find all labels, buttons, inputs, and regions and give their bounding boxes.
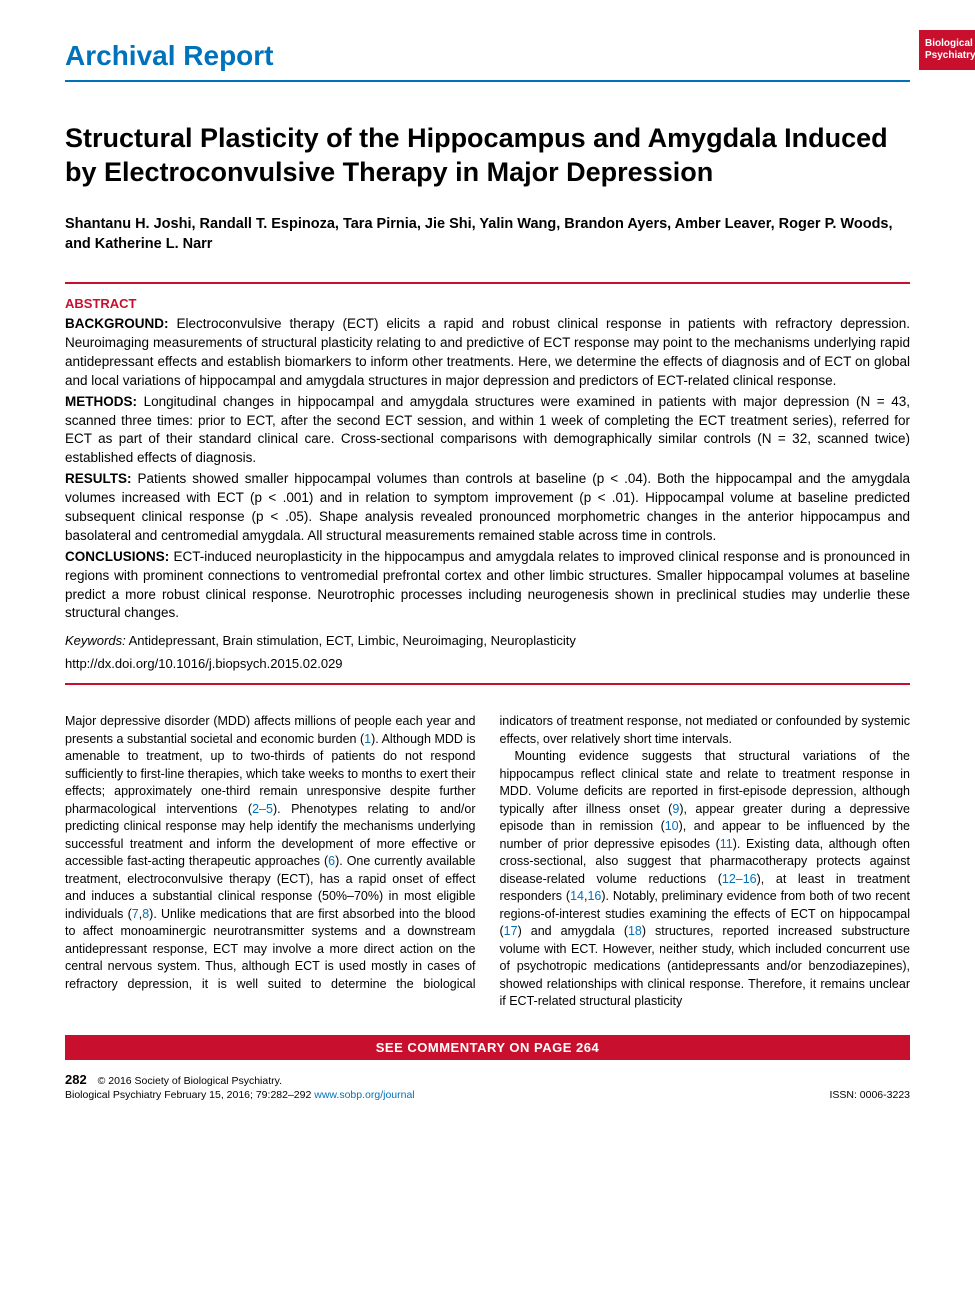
abstract-methods-label: METHODS:: [65, 394, 137, 409]
commentary-bar: SEE COMMENTARY ON PAGE 264: [65, 1035, 910, 1060]
citation-14[interactable]: 14: [570, 889, 584, 903]
citation-10[interactable]: 10: [665, 819, 679, 833]
abstract-conclusions-label: CONCLUSIONS:: [65, 549, 169, 564]
citation-12-16[interactable]: 12–16: [722, 872, 757, 886]
abstract-conclusions: CONCLUSIONS: ECT-induced neuroplasticity…: [65, 548, 910, 624]
abstract-background-text: Electroconvulsive therapy (ECT) elicits …: [65, 316, 910, 388]
doi-link[interactable]: http://dx.doi.org/10.1016/j.biopsych.201…: [65, 656, 910, 671]
abstract-methods-text: Longitudinal changes in hippocampal and …: [65, 394, 910, 466]
page-number: 282: [65, 1072, 87, 1087]
keywords: Keywords: Antidepressant, Brain stimulat…: [65, 633, 910, 648]
abstract-methods: METHODS: Longitudinal changes in hippoca…: [65, 393, 910, 469]
citation-line: Biological Psychiatry February 15, 2016;…: [65, 1089, 314, 1101]
article-title: Structural Plasticity of the Hippocampus…: [65, 122, 910, 190]
citation-16[interactable]: 16: [587, 889, 601, 903]
abstract-background-label: BACKGROUND:: [65, 316, 169, 331]
abstract-heading: ABSTRACT: [65, 296, 910, 311]
journal-tab-line2: Psychiatry: [925, 50, 975, 61]
body-paragraph-2: Mounting evidence suggests that structur…: [500, 748, 911, 1011]
page-footer: 282 © 2016 Society of Biological Psychia…: [65, 1072, 910, 1103]
abstract-box: ABSTRACT BACKGROUND: Electroconvulsive t…: [65, 282, 910, 685]
journal-tab: Biological Psychiatry: [919, 30, 975, 70]
citation-2-5[interactable]: 2–5: [252, 802, 273, 816]
abstract-conclusions-text: ECT-induced neuroplasticity in the hippo…: [65, 549, 910, 621]
body-text: Major depressive disorder (MDD) affects …: [65, 713, 910, 1011]
citation-18[interactable]: 18: [628, 924, 642, 938]
abstract-results: RESULTS: Patients showed smaller hippoca…: [65, 470, 910, 546]
citation-11[interactable]: 11: [720, 837, 733, 851]
citation-17[interactable]: 17: [504, 924, 518, 938]
abstract-background: BACKGROUND: Electroconvulsive therapy (E…: [65, 315, 910, 391]
authors-list: Shantanu H. Joshi, Randall T. Espinoza, …: [65, 214, 910, 255]
citation-7[interactable]: 7: [132, 907, 139, 921]
abstract-results-label: RESULTS:: [65, 471, 132, 486]
abstract-results-text: Patients showed smaller hippocampal volu…: [65, 471, 910, 543]
keywords-label: Keywords:: [65, 633, 126, 648]
section-label: Archival Report: [65, 40, 910, 72]
copyright-text: © 2016 Society of Biological Psychiatry.: [98, 1075, 282, 1087]
journal-tab-line1: Biological: [925, 38, 973, 49]
keywords-text: Antidepressant, Brain stimulation, ECT, …: [129, 633, 576, 648]
journal-url[interactable]: www.sobp.org/journal: [314, 1089, 414, 1101]
section-divider: [65, 80, 910, 82]
issn: ISSN: 0006-3223: [829, 1089, 910, 1103]
